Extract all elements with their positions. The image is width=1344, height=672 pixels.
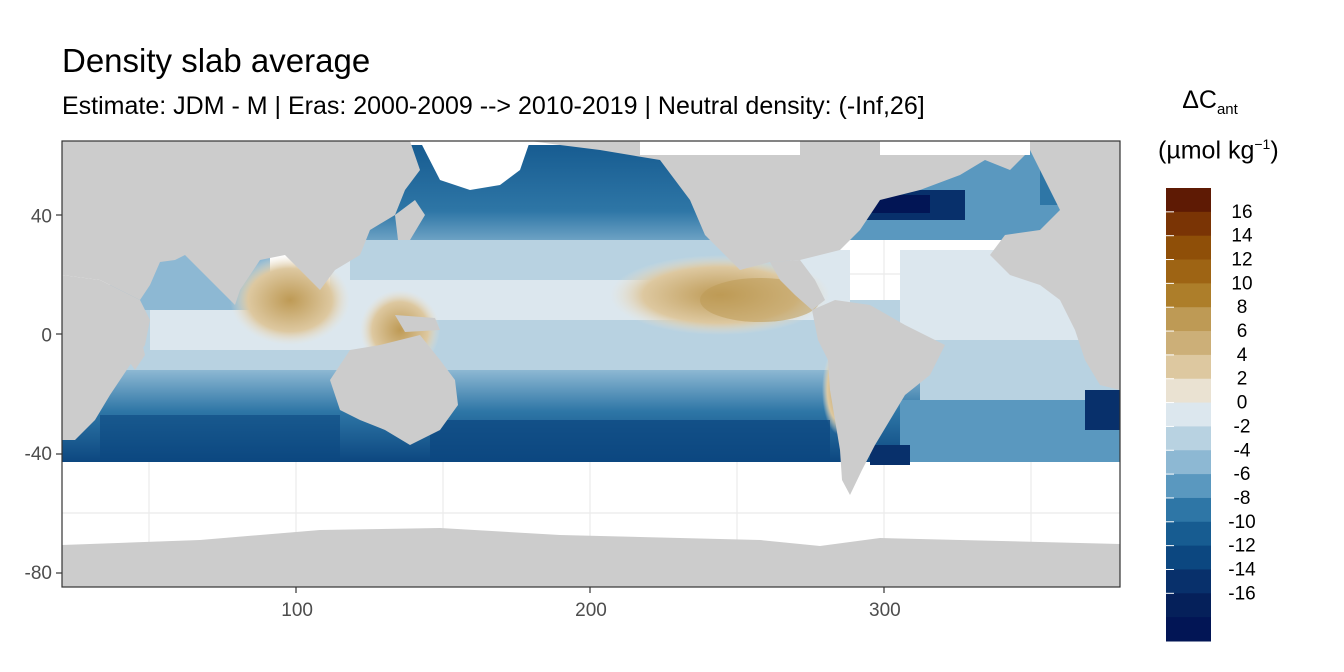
x-tick-labels: 100 200 300 [281, 600, 900, 621]
colorbar-label: -10 [1228, 512, 1255, 533]
colorbar-label: -6 [1234, 464, 1251, 485]
colorbar-bin [1166, 521, 1211, 547]
colorbar-label: -2 [1234, 416, 1251, 437]
colorbar-label: 4 [1237, 345, 1248, 366]
colorbar-bin [1166, 617, 1211, 642]
y-tick-label: 40 [31, 206, 52, 227]
plot-border [61, 140, 1121, 588]
y-tick-label: -40 [25, 444, 52, 465]
colorbar-label: -8 [1234, 488, 1251, 509]
colorbar-bin [1166, 474, 1211, 499]
x-tick-label: 300 [869, 600, 901, 621]
colorbar-bin [1166, 307, 1211, 332]
colorbar-label: -4 [1234, 440, 1251, 461]
y-tick-label: -80 [25, 563, 52, 584]
colorbar-bin [1166, 426, 1211, 451]
axis-ticks [56, 214, 885, 593]
colorbar-label: 8 [1237, 297, 1248, 318]
colorbar-bin [1166, 331, 1211, 356]
chart-subtitle: Estimate: JDM - M | Eras: 2000-2009 --> … [62, 92, 925, 120]
colorbar-bin [1166, 211, 1211, 237]
colorbar-label: 16 [1231, 202, 1252, 223]
chart-title: Density slab average [62, 42, 371, 79]
colorbar-bin [1166, 188, 1211, 213]
no-data [420, 141, 1030, 190]
colorbar-label: 12 [1231, 250, 1252, 271]
colorbar-bin [1166, 450, 1211, 475]
colorbar-label: 10 [1231, 273, 1252, 294]
colorbar-bin [1166, 259, 1211, 284]
x-tick-label: 200 [575, 600, 607, 621]
colorbar-bin [1166, 402, 1211, 427]
x-tick-label: 100 [281, 600, 313, 621]
colorbar-bin [1166, 593, 1211, 618]
y-tick-labels: 40 0 -40 -80 [25, 206, 52, 584]
colorbar-bin [1166, 497, 1211, 523]
colorbar-bin [1166, 569, 1211, 594]
colorbar-bin [1166, 283, 1211, 308]
legend-title-symbol: ΔCant [1182, 86, 1238, 118]
colorbar-bin [1166, 545, 1211, 570]
colorbar-label: -12 [1228, 536, 1255, 557]
y-tick-label: 0 [41, 325, 52, 346]
colorbar-label: 14 [1231, 226, 1253, 247]
colorbar-bin [1166, 354, 1211, 380]
colorbar-label: 6 [1237, 321, 1248, 342]
legend-title-unit: (µmol kg−1) [1158, 136, 1279, 165]
colorbar-label: 0 [1237, 393, 1248, 414]
colorbar-label: -16 [1228, 583, 1255, 604]
colorbar-label: 2 [1237, 369, 1248, 390]
colorbar [1166, 188, 1211, 642]
colorbar-label: -14 [1228, 559, 1256, 580]
colorbar-bin [1166, 378, 1211, 404]
colorbar-bin [1166, 235, 1211, 261]
land [62, 141, 1120, 587]
